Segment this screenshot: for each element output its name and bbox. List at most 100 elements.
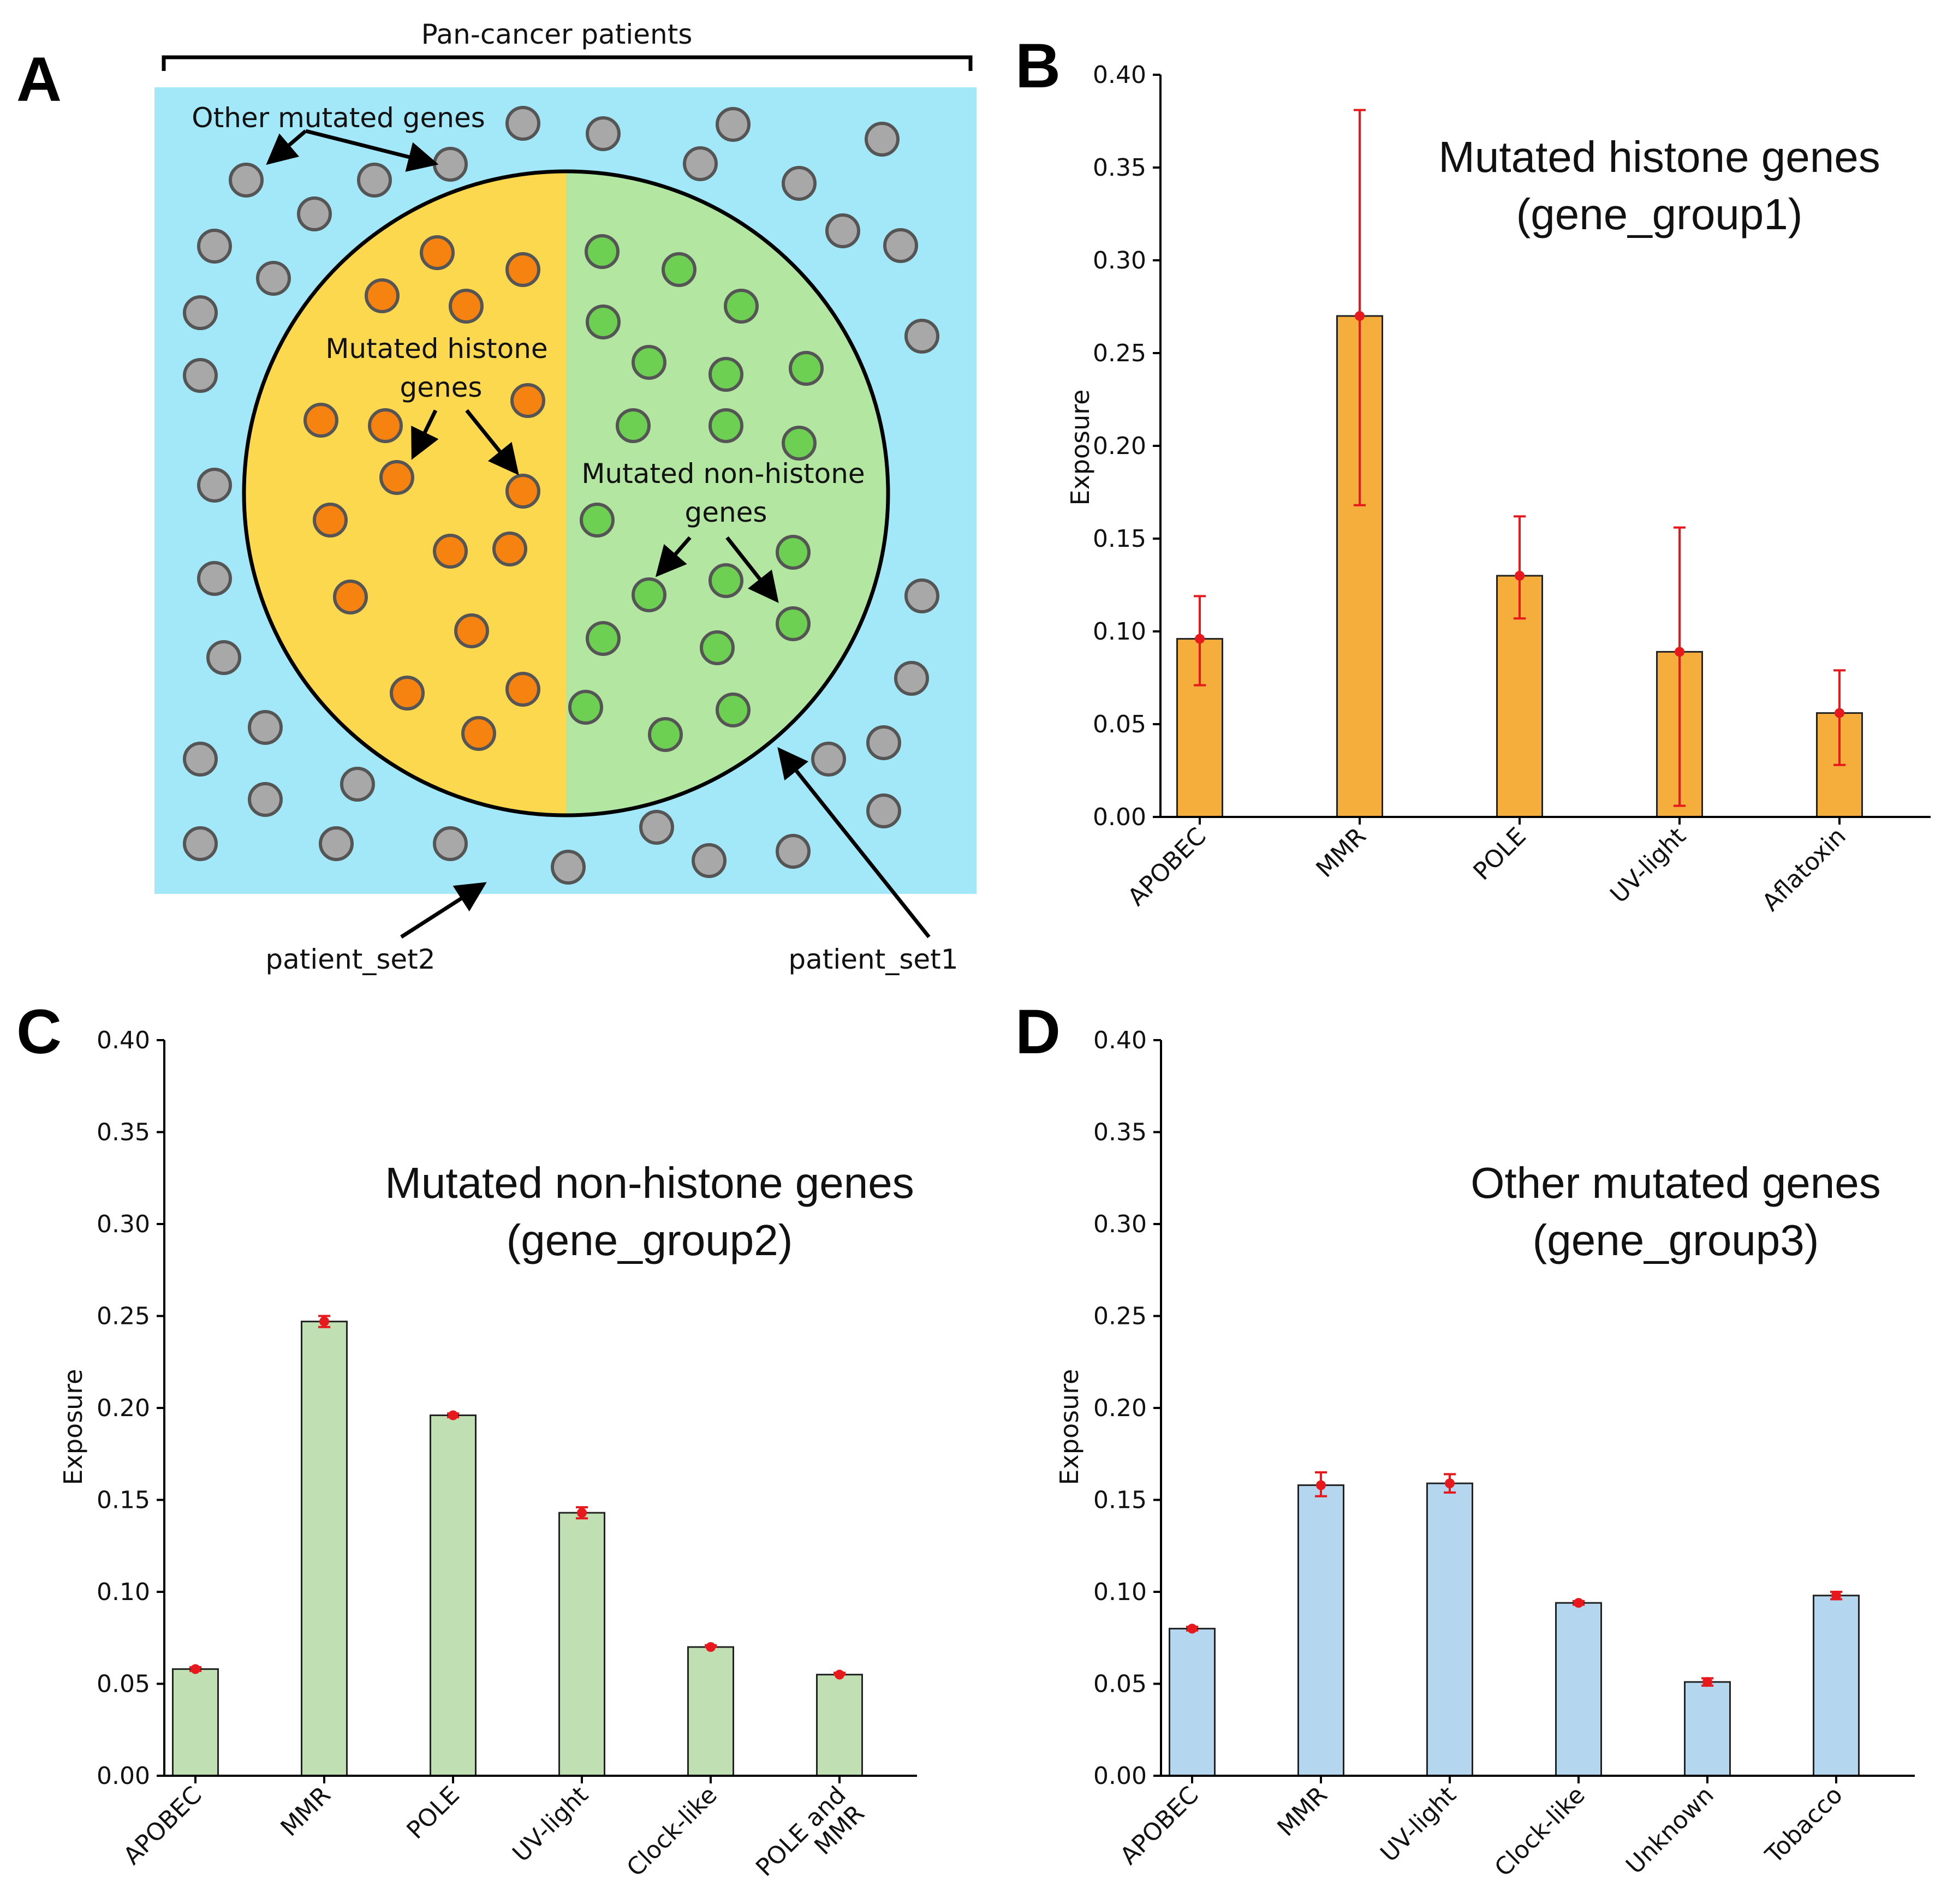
gene-dot xyxy=(586,305,621,339)
gene-dot xyxy=(708,563,743,598)
x-tick-label: Aflatoxin xyxy=(1757,822,1851,917)
x-tick-label-line: APOBEC xyxy=(1122,822,1211,911)
mean-point xyxy=(1316,1480,1326,1490)
gene-dot xyxy=(692,843,727,878)
mean-point xyxy=(1445,1478,1455,1489)
gene-dot xyxy=(776,834,811,869)
chart-title-line1: Other mutated genes xyxy=(1470,1159,1881,1207)
x-tick-label-line: UV-light xyxy=(507,1781,593,1867)
bar xyxy=(558,1512,605,1777)
gene-dot xyxy=(454,613,489,648)
other-genes-label: Other mutated genes xyxy=(192,102,485,134)
gene-dot xyxy=(789,351,824,386)
histone-label-line2: genes xyxy=(400,372,482,403)
x-tick-label-line: UV-light xyxy=(1375,1781,1461,1867)
gene-dot xyxy=(708,357,743,392)
x-tick-label-line: MMR xyxy=(275,1781,336,1842)
gene-dot xyxy=(825,213,860,248)
gene-dot xyxy=(716,693,751,727)
gene-dot xyxy=(632,577,666,612)
panel-b-chart: B 0.00 0.05 0.10 0.15 0.20 0.25 0.30 0.35 0.40 AP… xyxy=(1015,31,1931,917)
x-tick-label: APOBEC xyxy=(118,1781,207,1870)
x-tick-label: POLE xyxy=(401,1781,465,1845)
gene-dot xyxy=(708,408,743,443)
y-tick-label: 0.00 xyxy=(1093,1762,1147,1790)
gene-dot xyxy=(420,235,455,270)
chart-title-line2: (gene_group2) xyxy=(507,1216,793,1264)
gene-dot xyxy=(782,426,817,461)
gene-dot xyxy=(248,782,283,817)
mean-point xyxy=(190,1664,200,1674)
y-tick-label: 0.15 xyxy=(97,1487,150,1514)
y-tick-label: 0.00 xyxy=(1093,803,1146,831)
mean-point xyxy=(1574,1598,1583,1608)
bar xyxy=(301,1321,348,1777)
gene-dot xyxy=(866,793,901,828)
mean-point xyxy=(1675,647,1684,657)
gene-dot xyxy=(333,580,368,614)
x-tick-label: MMR xyxy=(275,1781,336,1842)
y-tick-label: 0.20 xyxy=(97,1394,150,1422)
arrow-histone-left xyxy=(411,409,439,460)
gene-dot xyxy=(580,503,615,538)
x-tick-label-line: UV-light xyxy=(1605,822,1691,909)
bar xyxy=(816,1674,863,1777)
gene-dot xyxy=(866,725,901,760)
gene-dot xyxy=(461,716,496,751)
gene-dot xyxy=(683,146,718,181)
gene-dot xyxy=(894,661,929,696)
arrow-nonhistone-right xyxy=(725,536,779,603)
gene-dot xyxy=(390,676,425,711)
x-tick-label-line: MMR xyxy=(1311,822,1371,883)
gene-dot xyxy=(505,474,540,509)
y-tick-label: 0.40 xyxy=(97,1026,150,1054)
x-tick-label-line: APOBEC xyxy=(1115,1781,1204,1870)
y-tick-label: 0.35 xyxy=(97,1119,150,1147)
x-tick-label: Unknown xyxy=(1621,1781,1719,1880)
gene-dot xyxy=(183,826,218,861)
gene-dot xyxy=(256,261,291,296)
gene-dot xyxy=(183,742,218,777)
panel-letter-d: D xyxy=(1015,997,1061,1067)
arrow-histone-right xyxy=(465,409,519,475)
gene-dot xyxy=(433,826,468,861)
gene-dot xyxy=(183,295,218,330)
y-tick-label: 0.20 xyxy=(1093,432,1146,460)
mean-point xyxy=(1195,634,1205,644)
gene-dot xyxy=(449,289,484,324)
arrow-other-left xyxy=(266,129,307,165)
mean-point xyxy=(1355,311,1365,321)
x-tick-label: Clock-like xyxy=(622,1781,723,1882)
x-tick-label: APOBEC xyxy=(1122,822,1211,911)
x-tick-label-line: MMR xyxy=(1272,1781,1332,1842)
gene-dot xyxy=(229,163,264,198)
nonhistone-label-line2: genes xyxy=(684,497,767,528)
mean-point xyxy=(448,1410,458,1420)
y-axis-label: Exposure xyxy=(1055,1369,1084,1485)
gene-dot xyxy=(648,717,683,752)
gene-dot xyxy=(433,534,468,569)
gene-dot xyxy=(433,147,468,182)
arrow-nonhistone-left xyxy=(655,536,692,577)
bar xyxy=(1555,1602,1602,1777)
gene-dot xyxy=(716,107,751,142)
gene-dot xyxy=(865,122,900,157)
x-tick-label: POLE xyxy=(1468,822,1531,886)
gene-dot xyxy=(505,672,540,707)
gene-dot xyxy=(811,742,846,777)
chart-gene-group1: 0.00 0.05 0.10 0.15 0.20 0.25 0.30 0.35 0.40 APOB… xyxy=(1065,61,1931,917)
panel-letter-c: C xyxy=(16,997,62,1067)
gene-dot xyxy=(776,606,811,641)
y-tick-label: 0.25 xyxy=(1093,1303,1147,1330)
mean-point xyxy=(1515,571,1525,581)
gene-dot xyxy=(700,630,735,665)
gene-dot xyxy=(492,532,527,566)
nonhistone-gene-dots xyxy=(568,234,824,752)
panel-d-chart: D 0.00 0.05 0.10 0.15 0.20 0.25 0.30 0.35 0.40 AP… xyxy=(1015,997,1915,1882)
x-tick-label-line: APOBEC xyxy=(118,1781,207,1870)
x-tick-label: POLE andMMR xyxy=(751,1781,870,1901)
mean-point xyxy=(319,1316,329,1327)
x-tick-label-line: POLE xyxy=(1468,822,1531,886)
gene-dot xyxy=(883,228,918,263)
